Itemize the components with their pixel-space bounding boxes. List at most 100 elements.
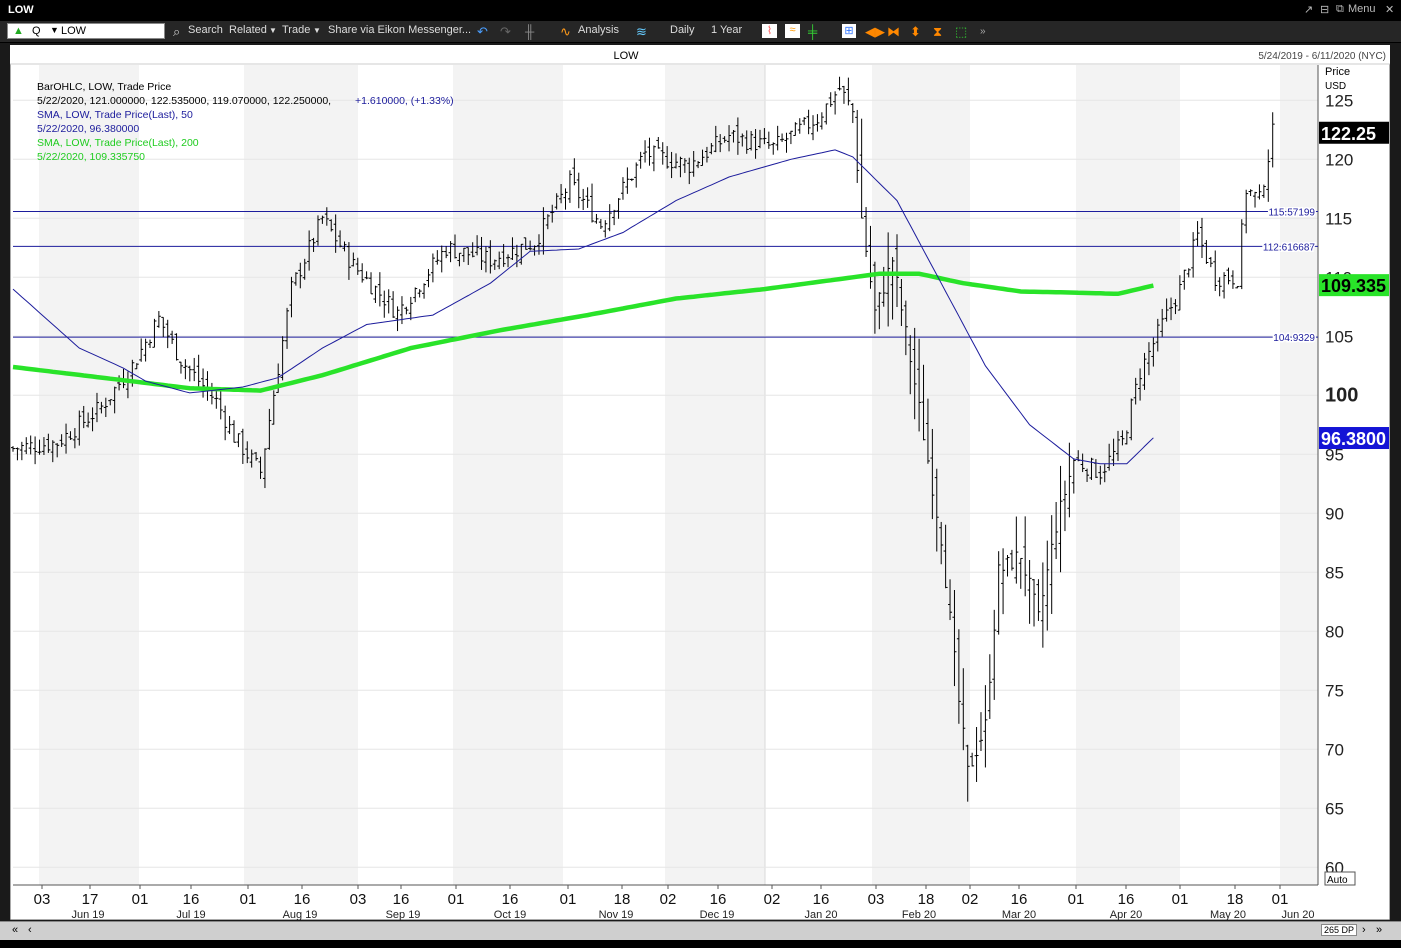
y-tick-label: 100 bbox=[1325, 384, 1358, 406]
x-day-label: 18 bbox=[1227, 891, 1244, 908]
chart-title: LOW bbox=[613, 50, 639, 62]
y-tick-label: 85 bbox=[1325, 563, 1344, 582]
trade-menu[interactable]: Trade bbox=[282, 24, 311, 36]
y-tick-label: 75 bbox=[1325, 681, 1344, 700]
bar-type-icon[interactable]: ╪ bbox=[808, 24, 818, 39]
popout-icon[interactable]: ↗ bbox=[1304, 4, 1314, 16]
horizontal-line-label: 115.57199 bbox=[1268, 208, 1315, 219]
window-titlebar: LOW ↗ ⊟ ⧉ Menu ✕ bbox=[0, 0, 1401, 21]
x-day-label: 16 bbox=[1011, 891, 1028, 908]
line-chart-icon[interactable]: ⌇ bbox=[762, 24, 777, 38]
vertical-scale-icon[interactable]: ⬍ bbox=[910, 24, 921, 39]
zoom-icon[interactable]: ⊞ bbox=[842, 24, 856, 38]
status-strip bbox=[0, 940, 1401, 948]
y-tick-label: 70 bbox=[1325, 740, 1344, 759]
month-stripe bbox=[1280, 65, 1318, 885]
auto-scale-label: Auto bbox=[1327, 875, 1348, 886]
share-button[interactable]: Share via Eikon Messenger... bbox=[328, 24, 472, 36]
last-sma200-box bbox=[1319, 274, 1389, 297]
ric-input[interactable] bbox=[61, 24, 161, 37]
date-range-label: 5/24/2019 - 6/11/2020 (NYC) bbox=[1258, 51, 1386, 62]
chevron-down-icon[interactable]: ▼ bbox=[269, 26, 277, 35]
y-tick-label: 125 bbox=[1325, 91, 1353, 110]
y-tick-label: 120 bbox=[1325, 150, 1353, 169]
analysis-menu[interactable]: Analysis bbox=[578, 24, 619, 36]
x-day-label: 01 bbox=[1272, 891, 1289, 908]
close-icon[interactable]: ✕ bbox=[1385, 4, 1395, 16]
x-day-label: 01 bbox=[240, 891, 257, 908]
ric-prefix[interactable]: Q bbox=[32, 25, 41, 37]
legend-ohlc-values: 5/22/2020, 121.000000, 122.535000, 119.0… bbox=[37, 95, 331, 107]
studies-icon[interactable]: ≋ bbox=[636, 24, 647, 39]
legend-sma50-value: 5/22/2020, 96.380000 bbox=[37, 123, 139, 135]
menu-button[interactable]: Menu bbox=[1348, 3, 1376, 15]
search-button[interactable]: Search bbox=[188, 24, 223, 36]
search-icon: ⌕ bbox=[173, 24, 181, 39]
ric-input-box[interactable]: ▲ Q ▼ bbox=[7, 23, 165, 39]
x-month-label: Apr 20 bbox=[1110, 909, 1142, 920]
horizontal-line-label: 104.9329 bbox=[1273, 333, 1315, 344]
minimize-icon[interactable]: ⊟ bbox=[1320, 4, 1330, 16]
range-select[interactable]: 1 Year bbox=[711, 24, 743, 36]
x-day-label: 16 bbox=[502, 891, 519, 908]
month-stripe bbox=[1076, 65, 1180, 885]
month-stripe bbox=[872, 65, 970, 885]
x-month-label: Aug 19 bbox=[283, 909, 318, 920]
redo-icon[interactable]: ↷ bbox=[500, 24, 511, 39]
compare-icon[interactable]: ≈ bbox=[785, 24, 800, 38]
month-stripe bbox=[665, 65, 765, 885]
y-tick-label: 80 bbox=[1325, 622, 1344, 641]
cursor-icon[interactable]: ╫ bbox=[525, 24, 535, 39]
undo-icon[interactable]: ↶ bbox=[477, 24, 488, 39]
related-menu[interactable]: Related bbox=[229, 24, 267, 36]
scroll-left-icon[interactable]: ‹ bbox=[28, 924, 32, 936]
scroll-last-icon[interactable]: » bbox=[1376, 924, 1383, 936]
last-sma50-box-label: 96.3800 bbox=[1321, 429, 1386, 449]
x-day-label: 01 bbox=[448, 891, 465, 908]
interval-select[interactable]: Daily bbox=[670, 24, 695, 36]
x-month-label: Jan 20 bbox=[804, 909, 837, 920]
chevron-down-icon[interactable]: ▼ bbox=[313, 26, 321, 35]
x-month-label: Jun 19 bbox=[71, 909, 104, 920]
fit-icon[interactable]: ⧓ bbox=[887, 24, 900, 39]
x-day-label: 16 bbox=[183, 891, 200, 908]
x-day-label: 18 bbox=[918, 891, 935, 908]
x-day-label: 02 bbox=[660, 891, 677, 908]
x-day-label: 16 bbox=[294, 891, 311, 908]
axis-title-price: Price bbox=[1325, 66, 1350, 78]
more-icon[interactable]: » bbox=[980, 26, 986, 37]
restore-icon[interactable]: ⧉ bbox=[1336, 3, 1344, 15]
x-day-label: 02 bbox=[764, 891, 781, 908]
hourglass-icon[interactable]: ⧗ bbox=[933, 24, 943, 39]
month-stripe bbox=[244, 65, 358, 885]
x-month-label: May 20 bbox=[1210, 909, 1246, 920]
x-day-label: 03 bbox=[350, 891, 367, 908]
window-title: LOW bbox=[8, 4, 34, 16]
x-day-label: 01 bbox=[132, 891, 149, 908]
up-arrow-icon: ▲ bbox=[13, 25, 24, 37]
scroll-first-icon[interactable]: « bbox=[12, 924, 19, 936]
y-tick-label: 95 bbox=[1325, 445, 1344, 464]
price-chart[interactable]: LOW 5/24/2019 - 6/11/2020 (NYC)PriceUSD60… bbox=[10, 45, 1390, 920]
toolbar: ▲ Q ▼ ⌕ Search Related ▼ Trade ▼ Share v… bbox=[0, 21, 1401, 43]
x-month-label: Nov 19 bbox=[599, 909, 634, 920]
auto-scale-button[interactable] bbox=[1324, 871, 1356, 886]
month-stripe bbox=[39, 65, 139, 885]
scroll-bar[interactable]: « ‹ › » 265 DP bbox=[0, 921, 1401, 940]
x-month-label: Oct 19 bbox=[494, 909, 526, 920]
select-icon[interactable]: ⬚ bbox=[955, 24, 968, 39]
scroll-right-icon[interactable]: › bbox=[1362, 924, 1366, 936]
x-day-label: 03 bbox=[868, 891, 885, 908]
x-day-label: 02 bbox=[962, 891, 979, 908]
last-sma50-box bbox=[1319, 427, 1389, 450]
last-sma200-box-label: 109.335 bbox=[1321, 276, 1386, 296]
x-month-label: Sep 19 bbox=[386, 909, 421, 920]
scroll-left-icon[interactable]: ◀▶ bbox=[865, 24, 885, 39]
x-month-label: Dec 19 bbox=[700, 909, 735, 920]
x-day-label: 03 bbox=[34, 891, 51, 908]
x-day-label: 01 bbox=[1068, 891, 1085, 908]
horizontal-line-label: 112.616687 bbox=[1263, 242, 1316, 253]
dp-count-button[interactable]: 265 DP bbox=[1321, 924, 1358, 936]
chevron-down-icon[interactable]: ▼ bbox=[50, 25, 59, 35]
x-day-label: 01 bbox=[560, 891, 577, 908]
